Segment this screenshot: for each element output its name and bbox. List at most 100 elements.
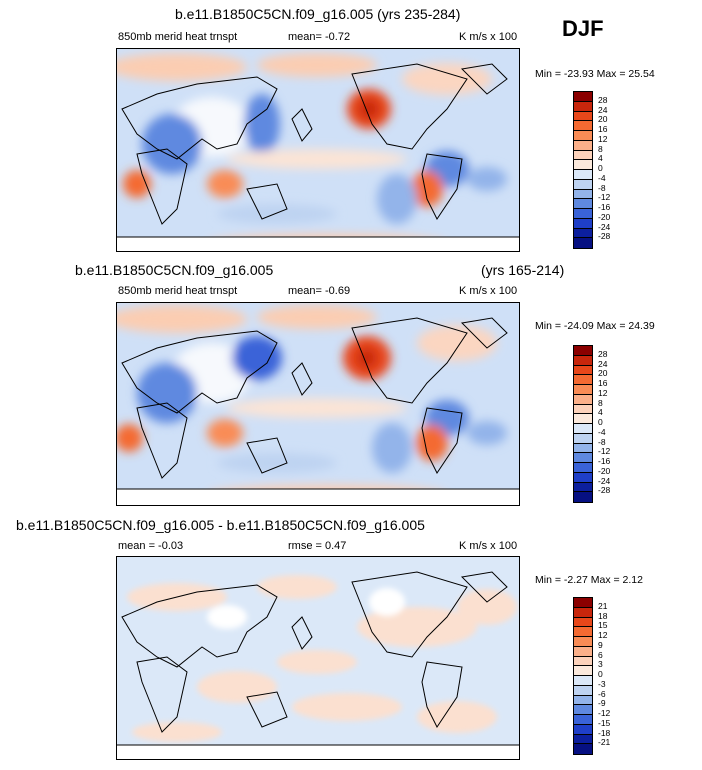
colorbar-level-label: -16 [598, 456, 611, 466]
panel3-left-label: mean = -0.03 [118, 540, 184, 552]
colorbar-level-label: -6 [598, 688, 606, 699]
panel3-map [116, 556, 520, 760]
colorbar-level-label: -28 [598, 231, 611, 242]
colorbar-swatch [574, 637, 592, 647]
colorbar-swatch [574, 160, 592, 170]
panel2-center-label: mean= -0.69 [288, 285, 351, 297]
colorbar-level-label: -20 [598, 211, 611, 222]
colorbar-level-label: 8 [598, 143, 603, 154]
panel3-right-label: K m/s x 100 [459, 540, 518, 552]
panel3-map-field [117, 557, 519, 759]
colorbar-swatch [574, 218, 592, 229]
panel2-title: b.e11.B1850C5CN.f09_g16.005 [75, 262, 274, 278]
colorbar-level-label: 21 [598, 600, 608, 611]
colorbar-swatch [574, 375, 592, 385]
colorbar-swatch [574, 179, 592, 190]
colorbar-level-label: 24 [598, 104, 608, 115]
colorbar-swatch [574, 140, 592, 151]
panel1-right-label: K m/s x 100 [459, 31, 518, 43]
panel2-map-field [117, 303, 519, 505]
colorbar-swatch [574, 734, 592, 745]
colorbar-level-label: -9 [598, 698, 606, 709]
colorbar-swatch [574, 453, 592, 463]
colorbar-level-label: 9 [598, 639, 603, 650]
colorbar-level-label: -16 [598, 202, 611, 212]
colorbar-swatch [574, 209, 592, 219]
colorbar-swatch [574, 199, 592, 209]
colorbar-level-label: 12 [598, 133, 608, 144]
colorbar-swatch [574, 170, 592, 180]
panel1-colorbar [573, 91, 593, 249]
colorbar-level-label: 20 [598, 368, 608, 379]
colorbar-level-label: 16 [598, 378, 608, 388]
panel3-title: b.e11.B1850C5CN.f09_g16.005 - b.e11.B185… [16, 517, 425, 533]
colorbar-level-label: -15 [598, 717, 611, 728]
colorbar-swatch [574, 424, 592, 434]
colorbar-level-label: -12 [598, 446, 611, 457]
colorbar-level-label: -4 [598, 172, 606, 183]
colorbar-level-label: 3 [598, 659, 603, 670]
colorbar-swatch [574, 238, 592, 248]
colorbar-level-label: 4 [598, 153, 603, 164]
colorbar-swatch [574, 598, 592, 608]
colorbar-level-label: 18 [598, 610, 608, 621]
panel1-left-label: 850mb merid heat trnspt [118, 31, 238, 43]
panel2-left-label: 850mb merid heat trnspt [118, 285, 238, 297]
colorbar-level-label: -12 [598, 708, 611, 718]
colorbar-swatch [574, 482, 592, 493]
colorbar-swatch [574, 463, 592, 473]
colorbar-level-label: 15 [598, 620, 608, 631]
colorbar-swatch [574, 666, 592, 676]
colorbar-level-label: -21 [598, 737, 611, 748]
colorbar-swatch [574, 394, 592, 405]
colorbar-swatch [574, 627, 592, 637]
colorbar-level-label: -24 [598, 221, 611, 232]
panel3-center-label: rmse = 0.47 [288, 540, 347, 552]
colorbar-level-label: -18 [598, 727, 611, 738]
colorbar-swatch [574, 705, 592, 715]
colorbar-level-label: 16 [598, 124, 608, 134]
colorbar-swatch [574, 150, 592, 161]
panel2-minmax: Min = -24.09 Max = 24.39 [535, 320, 655, 332]
colorbar-swatch [574, 685, 592, 696]
colorbar-level-label: 28 [598, 348, 608, 359]
colorbar-swatch [574, 656, 592, 667]
colorbar-swatch [574, 715, 592, 725]
colorbar-swatch [574, 695, 592, 706]
panel1-map-field [117, 49, 519, 251]
colorbar-level-label: 0 [598, 417, 603, 427]
colorbar-level-label: 24 [598, 358, 608, 369]
colorbar-level-label: 8 [598, 397, 603, 408]
colorbar-level-label: -8 [598, 182, 606, 193]
colorbar-swatch [574, 228, 592, 239]
colorbar-swatch [574, 92, 592, 102]
colorbar-level-label: -8 [598, 436, 606, 447]
colorbar-level-label: -4 [598, 426, 606, 437]
panel2-title-years: (yrs 165-214) [481, 262, 565, 278]
colorbar-swatch [574, 189, 592, 200]
panel3-minmax: Min = -2.27 Max = 2.12 [535, 574, 643, 586]
colorbar-level-label: 0 [598, 669, 603, 679]
colorbar-swatch [574, 355, 592, 366]
colorbar-swatch [574, 404, 592, 415]
colorbar-swatch [574, 724, 592, 735]
colorbar-swatch [574, 607, 592, 618]
season-label: DJF [562, 16, 604, 41]
colorbar-level-label: -3 [598, 678, 606, 689]
colorbar-swatch [574, 365, 592, 376]
panel2-map [116, 302, 520, 506]
panel2-colorbar [573, 345, 593, 503]
panel1-title: b.e11.B1850C5CN.f09_g16.005 (yrs 235-284… [175, 6, 461, 22]
colorbar-swatch [574, 676, 592, 686]
colorbar-swatch [574, 346, 592, 356]
colorbar-swatch [574, 131, 592, 141]
colorbar-swatch [574, 646, 592, 657]
colorbar-swatch [574, 414, 592, 424]
colorbar-level-label: -12 [598, 192, 611, 203]
colorbar-swatch [574, 433, 592, 444]
panel3-colorbar [573, 597, 593, 755]
colorbar-level-label: 12 [598, 387, 608, 398]
colorbar-swatch [574, 617, 592, 628]
colorbar-swatch [574, 472, 592, 483]
panel1-map [116, 48, 520, 252]
